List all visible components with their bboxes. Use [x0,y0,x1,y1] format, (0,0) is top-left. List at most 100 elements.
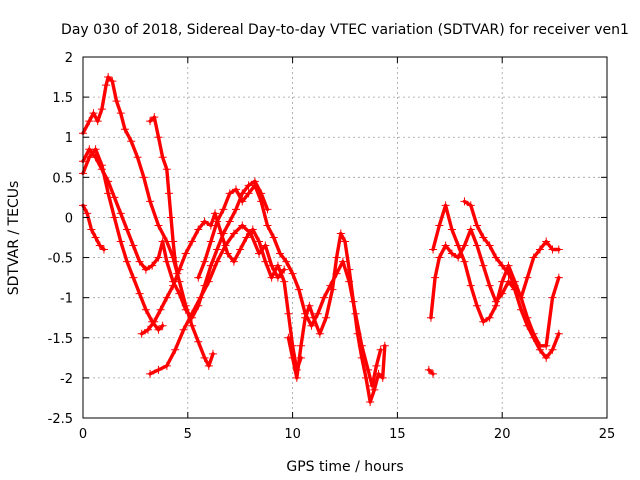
data-point [454,241,463,250]
data-point [104,189,113,198]
x-tick-label: 20 [494,427,511,442]
data-point [123,225,132,234]
data-point [213,245,222,254]
data-point [372,361,381,370]
y-tick-label: 0.5 [52,171,73,186]
data-point [542,353,551,362]
data-point [261,241,270,250]
data-point [548,293,557,302]
data-point [225,217,234,226]
data-point [200,217,209,226]
data-point [129,241,138,250]
data-point [104,73,113,82]
x-tick-label: 25 [599,427,616,442]
data-point [361,373,370,382]
x-axis-label: GPS time / hours [286,459,403,475]
data-point [529,253,538,262]
data-point [479,317,488,326]
data-point [441,241,450,250]
data-point [473,221,482,230]
data-point [139,173,148,182]
data-point [154,221,163,230]
data-point [194,273,203,282]
data-point [328,285,337,294]
data-point [206,221,215,230]
data-point [491,301,500,310]
data-point [154,133,163,142]
data-point [211,209,220,218]
data-point [504,269,513,278]
data-point [181,305,190,314]
data-point [479,261,488,270]
data-point [89,109,98,118]
data-point [517,293,526,302]
data-point [236,245,245,254]
data-point [498,277,507,286]
series-line-arc-1 [81,75,215,368]
y-axis-label: SDTVAR / TECUs [6,181,22,296]
data-point [158,237,167,246]
data-point [175,289,184,298]
data-point [366,397,375,406]
data-point [154,365,163,374]
data-point [542,341,551,350]
data-series [79,73,563,406]
data-point [206,237,215,246]
data-point [154,325,163,334]
data-point [296,341,305,350]
data-point [158,153,167,162]
data-point [435,253,444,262]
data-point [320,293,329,302]
data-point [510,281,519,290]
data-point [542,237,551,246]
series-line-arc-8 [196,183,383,388]
data-point [135,289,144,298]
data-point [146,197,155,206]
x-tick-label: 0 [79,427,87,442]
y-tick-label: 1 [65,131,73,146]
data-point [123,257,132,266]
data-point [284,309,293,318]
y-tick-label: -2.5 [48,412,73,427]
data-point [294,285,303,294]
data-point [263,221,272,230]
data-point [441,201,450,210]
data-point [97,105,106,114]
data-point [95,241,104,250]
data-point [288,353,297,362]
data-point [141,305,150,314]
data-point [424,365,433,374]
data-point [380,341,389,350]
data-point [232,205,241,214]
data-point [167,213,176,222]
data-point [332,253,341,262]
data-point [169,281,178,290]
data-point [162,293,171,302]
data-point [229,229,238,238]
data-point [187,309,196,318]
data-point [288,269,297,278]
data-point [374,369,383,378]
data-point [322,313,331,322]
series-line-arc-2 [81,147,270,320]
data-point [181,249,190,258]
y-tick-label: 2 [65,51,73,66]
data-point [187,237,196,246]
data-point [269,233,278,242]
data-point [435,221,444,230]
data-point [219,205,228,214]
data-point [313,309,322,318]
data-point [447,249,456,258]
data-point [491,253,500,262]
data-point [341,237,349,246]
data-point [135,257,144,266]
data-point [213,257,222,266]
data-point [301,313,310,322]
data-point [93,117,102,126]
data-point [466,225,475,234]
data-point [154,253,163,262]
data-point [261,257,270,266]
data-point [116,109,125,118]
data-point [282,257,291,266]
data-point [466,201,475,210]
